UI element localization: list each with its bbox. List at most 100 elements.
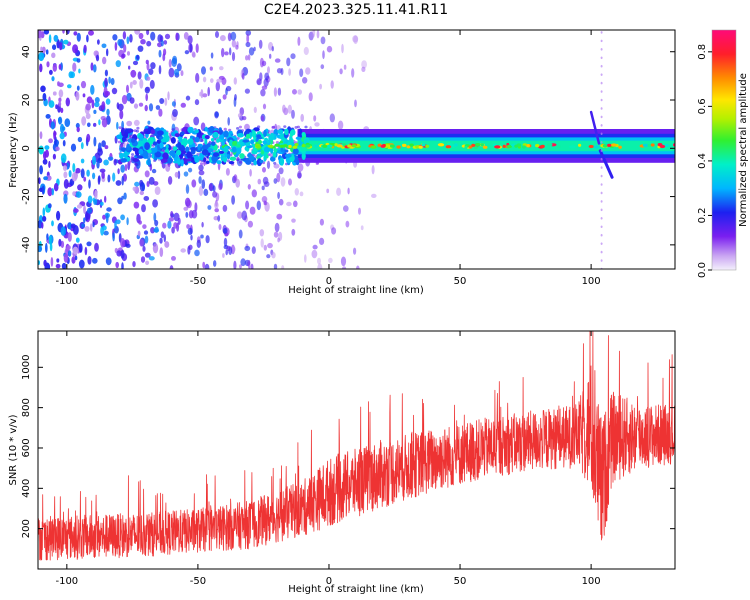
transient-column bbox=[600, 250, 603, 254]
noise-blob bbox=[126, 84, 129, 94]
band-blob bbox=[213, 144, 218, 151]
band-blob bbox=[147, 149, 152, 154]
band-core bbox=[326, 144, 333, 148]
transient-column bbox=[600, 115, 603, 119]
band-core bbox=[526, 144, 530, 148]
band-core bbox=[351, 144, 357, 148]
noise-blob bbox=[331, 227, 337, 235]
noise-blob bbox=[358, 207, 361, 215]
noise-blob bbox=[146, 63, 150, 71]
noise-blob bbox=[257, 178, 262, 185]
y-tick-label: 200 bbox=[21, 519, 32, 538]
noise-blob bbox=[101, 101, 106, 110]
noise-blob bbox=[140, 39, 146, 45]
noise-blob bbox=[352, 35, 359, 43]
noise-blob bbox=[215, 81, 220, 92]
noise-blob bbox=[266, 160, 271, 169]
band-blob bbox=[221, 141, 225, 146]
noise-blob bbox=[88, 30, 94, 36]
noise-blob bbox=[81, 116, 87, 126]
noise-blob bbox=[51, 188, 54, 196]
noise-blob bbox=[201, 66, 206, 75]
noise-blob bbox=[245, 41, 251, 48]
band-haze bbox=[294, 126, 298, 129]
y-tick-label: 0 bbox=[21, 145, 32, 151]
noise-blob bbox=[262, 167, 266, 173]
noise-blob bbox=[249, 169, 252, 177]
noise-blob bbox=[104, 77, 108, 88]
noise-blob bbox=[42, 158, 48, 165]
noise-blob bbox=[276, 213, 283, 220]
band-core bbox=[409, 143, 414, 147]
noise-blob bbox=[105, 91, 111, 96]
noise-blob bbox=[158, 108, 163, 117]
noise-blob bbox=[48, 138, 53, 144]
noise-blob bbox=[167, 220, 172, 229]
noise-blob bbox=[47, 203, 52, 209]
noise-blob bbox=[202, 261, 206, 269]
noise-blob bbox=[187, 227, 193, 235]
band-core bbox=[480, 143, 484, 147]
noise-blob bbox=[70, 223, 76, 229]
band-core bbox=[475, 143, 481, 147]
band-haze bbox=[171, 128, 175, 131]
band-blob bbox=[152, 141, 158, 146]
noise-blob bbox=[291, 109, 295, 119]
snr-marks bbox=[38, 331, 675, 561]
noise-blob bbox=[300, 113, 305, 122]
band-blob bbox=[180, 150, 187, 155]
noise-blob bbox=[195, 43, 199, 53]
noise-blob bbox=[146, 30, 150, 36]
noise-blob bbox=[218, 183, 223, 191]
band-core bbox=[274, 143, 280, 147]
noise-blob bbox=[102, 214, 106, 220]
band-blob bbox=[147, 158, 151, 166]
noise-blob bbox=[247, 184, 251, 190]
band-blob bbox=[223, 146, 229, 153]
colorbar-frame bbox=[711, 29, 737, 271]
noise-blob bbox=[75, 91, 80, 101]
noise-blob bbox=[58, 64, 62, 70]
noise-blob bbox=[108, 76, 111, 84]
noise-blob bbox=[71, 172, 78, 182]
noise-blob bbox=[120, 214, 125, 221]
noise-blob bbox=[148, 103, 154, 112]
noise-blob bbox=[341, 43, 344, 54]
noise-blob bbox=[245, 55, 249, 61]
band-core bbox=[322, 144, 328, 148]
band-blob bbox=[187, 126, 194, 134]
y-tick-label: 600 bbox=[21, 438, 32, 457]
noise-blob bbox=[173, 68, 180, 76]
noise-blob bbox=[214, 111, 219, 118]
noise-blob bbox=[303, 46, 309, 56]
noise-blob bbox=[104, 69, 108, 77]
noise-blob bbox=[167, 91, 170, 101]
band-blob bbox=[172, 146, 178, 151]
x-tick-label: -50 bbox=[190, 276, 206, 287]
noise-blob bbox=[203, 188, 209, 196]
noise-blob bbox=[144, 86, 150, 94]
noise-blob bbox=[53, 183, 59, 192]
noise-blob bbox=[120, 164, 125, 173]
band-blob bbox=[298, 128, 303, 136]
noise-blob bbox=[92, 155, 97, 166]
noise-blob bbox=[148, 256, 155, 261]
noise-blob bbox=[343, 64, 347, 70]
noise-blob bbox=[93, 122, 97, 127]
noise-blob bbox=[49, 69, 53, 75]
transient-column bbox=[600, 200, 603, 203]
noise-blob bbox=[133, 119, 140, 126]
noise-blob bbox=[264, 201, 268, 206]
band-haze bbox=[226, 159, 230, 163]
band-blob bbox=[229, 139, 234, 147]
band-blob bbox=[270, 156, 276, 162]
noise-blob bbox=[286, 57, 291, 67]
band-blob bbox=[216, 138, 220, 143]
noise-blob bbox=[229, 47, 232, 56]
noise-blob bbox=[93, 64, 97, 73]
band-core bbox=[588, 144, 594, 149]
band-blob bbox=[229, 156, 237, 161]
noise-blob bbox=[360, 225, 364, 231]
noise-blob bbox=[111, 87, 118, 95]
noise-blob bbox=[263, 181, 270, 188]
